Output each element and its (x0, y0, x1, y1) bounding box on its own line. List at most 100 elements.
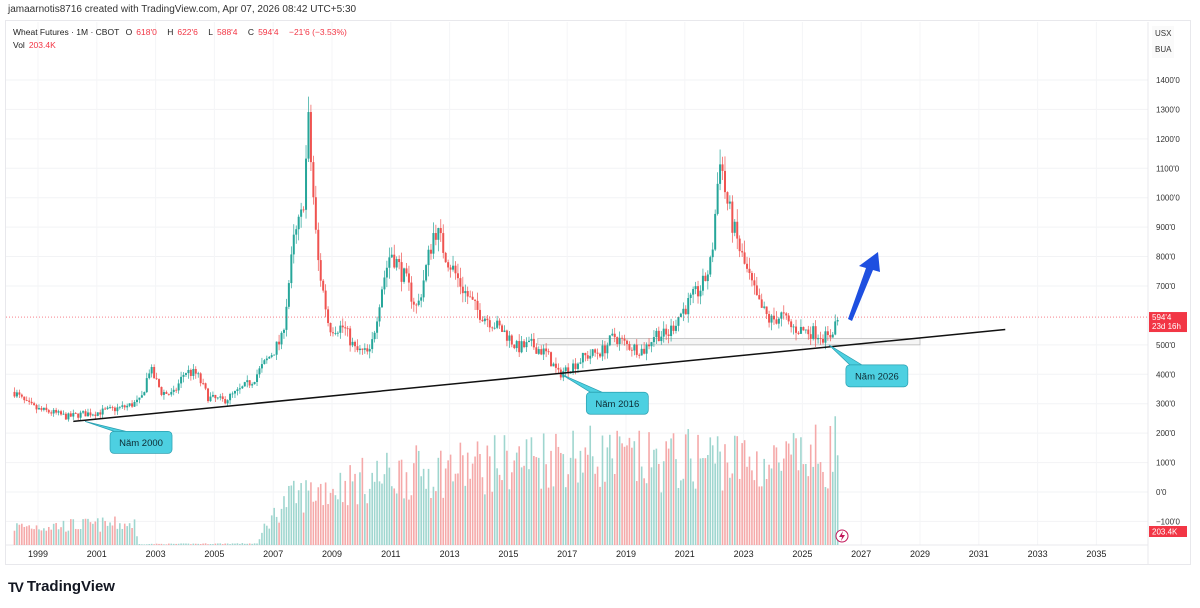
volume-bar (292, 480, 295, 545)
candle-body (501, 325, 504, 332)
volume-bar (724, 444, 726, 545)
volume-bar (62, 520, 65, 545)
candle-body (101, 408, 104, 415)
volume-bar (251, 543, 253, 545)
candle-body (77, 413, 80, 418)
callout-box (585, 391, 649, 415)
volume-bar (145, 544, 148, 545)
x-tick-label: 2013 (440, 549, 460, 559)
candle-body (380, 289, 383, 308)
candle-body (652, 337, 655, 343)
volume-bar (609, 434, 611, 545)
candle-body (672, 325, 675, 331)
volume-bar (104, 520, 106, 545)
volume-bar (660, 492, 663, 545)
candle-body (30, 401, 33, 404)
x-tick-label: 2023 (734, 549, 754, 559)
candle-body (699, 290, 702, 297)
volume-bar (493, 435, 496, 545)
volume-bar (243, 543, 246, 545)
volume-bar (422, 468, 425, 545)
candle-body (118, 406, 121, 408)
candle-body (341, 325, 344, 328)
candle-body (557, 367, 560, 370)
volume-bar (672, 433, 675, 545)
candle-body (189, 369, 192, 376)
candle-body (799, 326, 802, 334)
volume-bar (72, 519, 75, 545)
volume-bar (266, 525, 268, 545)
candle-body (738, 238, 741, 252)
currency-unit-box[interactable]: USX BUA (1152, 26, 1175, 58)
volume-bar (258, 539, 261, 545)
volume-bar (484, 494, 486, 545)
symbol-title[interactable]: Wheat Futures · 1M · CBOT (13, 27, 120, 37)
volume-bar (738, 478, 741, 545)
candle-body (20, 394, 23, 397)
volume-bar (805, 463, 807, 545)
volume-bar (38, 529, 40, 545)
volume-bar (344, 480, 347, 545)
up-arrow-icon (848, 252, 880, 321)
volume-bar (55, 522, 57, 545)
volume-bar (797, 470, 800, 545)
callout-box (109, 431, 173, 454)
volume-bar (596, 466, 599, 545)
volume-bar (618, 436, 621, 545)
tradingview-logo[interactable]: TV TradingView (8, 578, 115, 595)
volume-bar (584, 447, 587, 545)
lightning-glyph (839, 531, 845, 541)
x-tick-label: 2015 (498, 549, 518, 559)
volume-bar (560, 452, 562, 545)
candle-body (826, 331, 829, 336)
volume-bar (545, 464, 547, 545)
volume-bar (662, 461, 665, 545)
candle-body (493, 327, 496, 329)
candle-body (496, 320, 499, 328)
volume-bar (476, 441, 479, 545)
volume-bar (667, 448, 670, 545)
candle-body (469, 296, 472, 298)
volume-bar (121, 528, 124, 545)
volume-bar (753, 480, 756, 545)
volume-bar (65, 531, 67, 545)
volume-bar (555, 433, 557, 545)
candle-body (45, 407, 48, 411)
candle-body (197, 373, 200, 375)
candle-body (633, 344, 636, 351)
y-tick-label: 1400'0 (1156, 76, 1180, 85)
candle-body (398, 259, 401, 263)
candle-body (532, 338, 535, 348)
candle-body (258, 368, 261, 375)
candle-body (116, 407, 119, 412)
volume-bar (25, 526, 28, 545)
volume-bar (170, 543, 173, 545)
candle-body (388, 257, 391, 268)
candle-body (67, 413, 70, 420)
currency-label: USX (1155, 29, 1172, 38)
candle-body (721, 164, 724, 171)
volume-bar (40, 530, 43, 545)
candle-body (488, 320, 491, 328)
volume-bar (511, 472, 513, 545)
volume-bar (550, 450, 552, 545)
volume-bar (836, 455, 839, 545)
candle-body (535, 347, 538, 354)
candle-body (807, 329, 810, 335)
volume-bar (295, 503, 298, 545)
candle-body (290, 254, 293, 284)
candle-body (400, 262, 403, 282)
candle-body (111, 407, 114, 408)
volume-bar (523, 465, 525, 545)
candle-body (229, 393, 232, 401)
candle-body (297, 216, 300, 230)
volume-bar (709, 437, 712, 545)
volume-bar (449, 454, 452, 545)
candle-body (167, 393, 170, 395)
candle-body (366, 348, 369, 352)
candle-body (572, 363, 575, 373)
volume-bar (302, 512, 305, 545)
candle-body (86, 412, 89, 417)
volume-bar (270, 515, 273, 545)
